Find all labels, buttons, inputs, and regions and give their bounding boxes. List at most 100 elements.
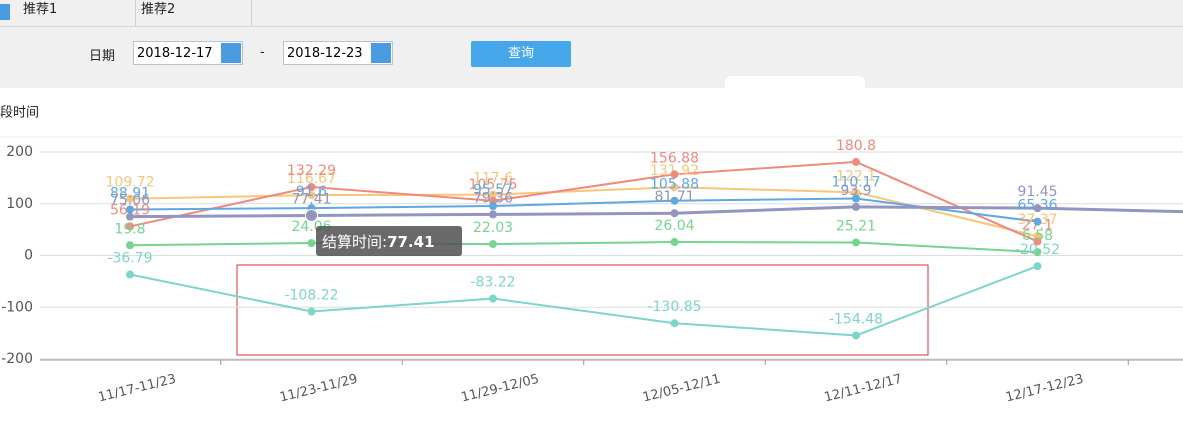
x-tick-label: 11/29-12/05: [460, 372, 541, 406]
data-label: 88.91: [110, 185, 150, 201]
data-label: 6.58: [1022, 228, 1053, 244]
data-label: 180.8: [836, 138, 876, 154]
data-label: -130.85: [647, 299, 701, 315]
data-label: 26.04: [654, 218, 694, 234]
tooltip-label: 结算时间:: [322, 233, 387, 251]
data-point: [852, 194, 860, 203]
data-point: [852, 157, 860, 166]
tab[interactable]: 推荐1: [18, 0, 136, 26]
data-point: [489, 202, 497, 211]
data-point: [670, 183, 679, 192]
calendar-icon[interactable]: [221, 43, 241, 63]
x-tick-label: 11/23-11/29: [278, 372, 359, 406]
data-point: [489, 190, 497, 199]
data-point: [1033, 237, 1042, 246]
tooltip-value: 77.41: [387, 233, 434, 251]
x-tick-label: 11/17-11/23: [97, 372, 178, 406]
data-point: [1033, 262, 1042, 271]
end-date-text: 2018-12-23: [287, 46, 363, 61]
data-label: 22.03: [473, 220, 513, 236]
data-point: [852, 238, 860, 247]
series-line: [129, 186, 1038, 238]
collapse-tab[interactable]: [725, 76, 865, 88]
data-label: 75.06: [110, 193, 150, 209]
tab[interactable]: 推荐2: [135, 0, 252, 26]
data-point: [1033, 248, 1042, 257]
data-point: [1033, 204, 1042, 213]
tooltip-text: 结算时间:77.41: [322, 233, 435, 251]
data-point: [489, 210, 497, 219]
separator: -: [260, 45, 265, 60]
query-button[interactable]: 查询: [471, 41, 571, 67]
chart-title: 段时间: [0, 106, 39, 121]
x-tick-label: 12/11-12/17: [823, 372, 904, 406]
data-point: [670, 196, 679, 205]
start-date[interactable]: 2018-12-17: [133, 41, 243, 65]
data-point: [307, 183, 316, 192]
data-label: 122.1: [836, 168, 876, 184]
data-label: 110.17: [832, 174, 881, 190]
data-label: -83.22: [470, 275, 515, 291]
start-date-text: 2018-12-17: [137, 46, 213, 61]
calendar-icon[interactable]: [371, 43, 391, 63]
data-point: [126, 222, 134, 231]
data-point: [489, 240, 497, 249]
data-label: 156.88: [650, 150, 699, 166]
data-label: -20.52: [1015, 242, 1060, 258]
data-point: [852, 202, 860, 211]
data-label: 109.72: [106, 175, 155, 191]
data-point: [307, 239, 316, 248]
data-label: 91.6: [296, 184, 327, 200]
end-date[interactable]: 2018-12-23: [283, 41, 393, 65]
x-tick-label: 12/05-12/11: [641, 372, 722, 406]
data-point: [307, 307, 316, 316]
highlight-box: [236, 264, 929, 356]
data-point: [670, 209, 679, 218]
data-point: [126, 241, 134, 250]
data-label: -36.79: [107, 251, 152, 267]
data-point: [126, 205, 134, 214]
tooltip: 结算时间:77.41: [316, 226, 462, 256]
chart: 段时间 -200 -100 0 100 200 11/17-11/23 11/23-11/2…: [0, 106, 1183, 406]
data-point: [852, 188, 860, 197]
data-point: [307, 191, 316, 200]
data-label: 105.88: [650, 177, 699, 193]
data-point: [126, 270, 134, 279]
tooltip-box: [316, 226, 462, 256]
data-point: [126, 212, 134, 221]
data-point: [670, 238, 679, 247]
data-label: -108.22: [284, 288, 338, 304]
y-tick-label: 0: [24, 248, 33, 264]
y-tick-label: 200: [6, 144, 33, 160]
x-tick-label: 12/17-12/23: [1004, 372, 1085, 406]
data-label: 19.8: [114, 221, 145, 237]
data-label: 93.9: [840, 183, 871, 199]
data-label: 95.57: [473, 182, 513, 198]
series-line: [129, 265, 1038, 337]
y-tick-label: 100: [6, 196, 33, 212]
data-label: 117.6: [473, 171, 513, 187]
data-point: [305, 208, 318, 222]
series-line: [129, 241, 1038, 254]
y-tick-label: -200: [1, 351, 33, 367]
data-label: 25.21: [836, 218, 876, 234]
tab-icon: [0, 4, 10, 20]
toolbar: 推荐1 推荐2 日期 2018-12-17 - 2018-12-23 查询: [0, 0, 1183, 88]
data-label: 116.67: [287, 171, 336, 187]
data-point: [489, 294, 497, 303]
series-line: [129, 197, 1038, 223]
data-point: [670, 319, 679, 328]
tab-bar: 推荐1 推荐2: [0, 0, 1183, 27]
data-label: 81.71: [654, 189, 694, 205]
data-label: 91.45: [1017, 184, 1057, 200]
data-label: 79.36: [473, 190, 513, 206]
date-label: 日期: [89, 49, 116, 64]
y-tick-label: -100: [1, 299, 33, 315]
data-label: 132.29: [287, 163, 336, 179]
series-line: [129, 160, 1038, 243]
data-label: 77.41: [291, 191, 331, 207]
data-point: [1033, 217, 1042, 226]
data-point: [852, 331, 860, 340]
data-point: [670, 170, 679, 179]
